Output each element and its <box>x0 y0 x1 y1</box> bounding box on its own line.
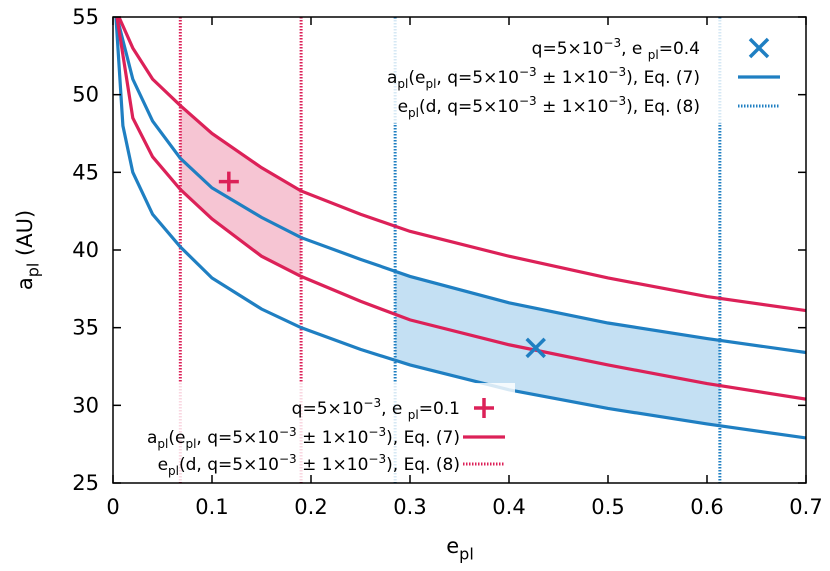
x-tick-label: 0.6 <box>690 495 723 519</box>
x-axis-label-part: pl <box>459 545 474 564</box>
legend-label-part: −3 <box>279 452 297 466</box>
y-axis-label: apl (AU) <box>13 210 43 290</box>
curve <box>117 17 806 313</box>
legend-background <box>115 383 515 481</box>
y-tick-label: 35 <box>72 316 99 340</box>
legend-label-part: e <box>398 97 408 117</box>
legend-label-part: q=5×10 <box>532 39 604 59</box>
legend-label-part: , e <box>381 399 408 419</box>
curve <box>115 17 806 355</box>
legend-label-part: a <box>147 428 157 448</box>
legend-label: q=5×10−3, e pl=0.4 <box>532 36 700 62</box>
legend-label-part: (d, q=5×10 <box>419 97 519 117</box>
legend-label-part: −3 <box>363 396 381 410</box>
legend-label-part: ), Eq. (7) <box>386 428 460 448</box>
x-tick-label: 0.3 <box>393 495 426 519</box>
legend-marker <box>474 398 494 418</box>
legend-label-part: pl <box>408 408 419 422</box>
legend-label-part: ± 1×10 <box>297 428 369 448</box>
legend-label-part: −3 <box>519 94 537 108</box>
x-axis-label-part: e <box>446 534 459 558</box>
fills <box>180 105 720 426</box>
legend-label-part: −3 <box>519 65 537 79</box>
legend-label-part: ± 1×10 <box>537 97 609 117</box>
legend-marker <box>748 37 770 59</box>
curves <box>114 17 806 440</box>
legend-label-part: pl <box>408 106 419 120</box>
legend-label-part: −3 <box>608 65 626 79</box>
shaded-region <box>395 271 720 426</box>
legend-label-part: ), Eq. (7) <box>626 68 700 88</box>
legend-label-part: pl <box>425 77 436 91</box>
curve <box>115 17 806 401</box>
legend-label-part: pl <box>168 464 179 478</box>
legend-label-part: −3 <box>603 36 621 50</box>
legend-label-part: ± 1×10 <box>297 455 369 475</box>
legend-backgrounds <box>115 19 804 481</box>
x-tick-label: 0.5 <box>591 495 624 519</box>
y-tick-label: 55 <box>72 5 99 29</box>
legend-label-part: −3 <box>368 452 386 466</box>
legend-label-part: pl <box>185 437 196 451</box>
legend-label-part: q=5×10 <box>292 399 364 419</box>
legend-label-part: pl <box>157 437 168 451</box>
x-tick-label: 0.4 <box>492 495 525 519</box>
legend-label-part: , q=5×10 <box>436 68 519 88</box>
y-axis-label-part: pl <box>24 263 43 278</box>
x-tick-label: 0.7 <box>789 495 822 519</box>
legend-label: q=5×10−3, e pl=0.1 <box>292 396 460 422</box>
y-axis-label-part: (AU) <box>13 210 37 263</box>
legend-label-part: e <box>158 455 168 475</box>
curve <box>114 17 806 440</box>
x-tick-label: 0.2 <box>294 495 327 519</box>
y-tick-label: 50 <box>72 83 99 107</box>
marker <box>525 337 546 359</box>
legend-label: epl(d, q=5×10−3 ± 1×10−3), Eq. (8) <box>398 94 700 120</box>
legend-label-part: ± 1×10 <box>537 68 609 88</box>
legend-background <box>388 19 804 123</box>
legend-label: epl(d, q=5×10−3 ± 1×10−3), Eq. (8) <box>158 452 460 478</box>
legend-label-part: −3 <box>608 94 626 108</box>
legend-label-part: ), Eq. (8) <box>626 97 700 117</box>
marker <box>218 171 239 192</box>
legend-label-part: ), Eq. (8) <box>386 455 460 475</box>
legend-label-part: −3 <box>368 425 386 439</box>
legend-label-part: (e <box>168 428 185 448</box>
legend-label-part: a <box>387 68 397 88</box>
legend-label-part: , e <box>621 39 648 59</box>
y-tick-label: 45 <box>72 160 99 184</box>
y-tick-label: 40 <box>72 238 99 262</box>
x-tick-label: 0 <box>106 495 119 519</box>
legend-label-part: pl <box>397 77 408 91</box>
legend-label-part: , q=5×10 <box>196 428 279 448</box>
legend-label: apl(epl, q=5×10−3 ± 1×10−3), Eq. (7) <box>147 425 460 451</box>
y-tick-label: 30 <box>72 393 99 417</box>
legend-label-part: (d, q=5×10 <box>179 455 279 475</box>
legend-label-part: =0.1 <box>419 399 460 419</box>
y-tick-label: 25 <box>72 471 99 495</box>
legend-label-part: =0.4 <box>659 39 700 59</box>
legend-label-part: −3 <box>279 425 297 439</box>
shaded-region <box>180 105 302 277</box>
legend-label: apl(epl, q=5×10−3 ± 1×10−3), Eq. (7) <box>387 65 700 91</box>
legend-label-part: (e <box>408 68 425 88</box>
legend-label-part: pl <box>648 48 659 62</box>
y-axis-label-part: a <box>13 277 37 290</box>
x-tick-label: 0.1 <box>195 495 228 519</box>
x-axis-label: epl <box>446 534 474 564</box>
